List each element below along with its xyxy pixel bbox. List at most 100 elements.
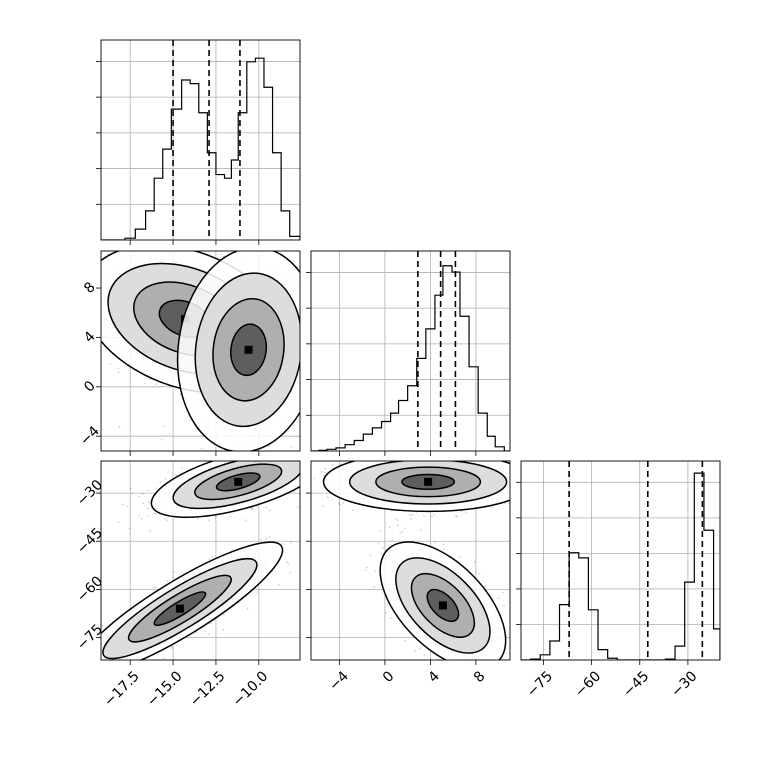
scatter-point [304, 529, 306, 531]
scatter-point [319, 290, 321, 292]
scatter-point [95, 251, 97, 253]
scatter-point [225, 456, 227, 458]
scatter-point [97, 329, 99, 331]
scatter-point [315, 393, 317, 395]
scatter-point [84, 264, 86, 266]
scatter-point [113, 668, 115, 670]
scatter-point [165, 519, 168, 522]
scatter-point [315, 325, 317, 327]
scatter-point [166, 580, 169, 582]
scatter-point [265, 457, 267, 459]
scatter-point [72, 648, 74, 650]
scatter-point [281, 453, 283, 455]
scatter-point [76, 266, 78, 268]
scatter-point [250, 228, 252, 230]
scatter-point [154, 383, 157, 386]
scatter-point [289, 572, 292, 574]
scatter-point [322, 375, 324, 377]
scatter-point [433, 514, 436, 516]
scatter-point [265, 235, 267, 237]
scatter-point [306, 471, 308, 473]
scatter-point [317, 524, 319, 526]
scatter-point [322, 453, 324, 455]
scatter-point [323, 339, 325, 341]
scatter-point [83, 263, 85, 265]
scatter-point [138, 514, 141, 517]
scatter-point [141, 517, 143, 520]
scatter-point [309, 461, 311, 463]
scatter-point [332, 288, 334, 290]
scatter-point [142, 493, 145, 495]
scatter-point [346, 452, 348, 454]
scatter-point [73, 300, 75, 302]
scatter-point [322, 464, 324, 466]
scatter-point [295, 456, 297, 458]
scatter-point [254, 233, 256, 235]
scatter-point [261, 456, 263, 458]
scatter-point [98, 302, 100, 304]
scatter-point [299, 455, 301, 457]
scatter-point [179, 393, 182, 396]
scatter-point [305, 276, 307, 278]
scatter-point [152, 586, 155, 589]
scatter-point [308, 442, 310, 444]
scatter-point [96, 354, 98, 356]
scatter-point [304, 300, 306, 302]
scatter-point [72, 675, 74, 677]
scatter-point [69, 679, 71, 681]
scatter-point [305, 284, 307, 286]
scatter-point [84, 278, 86, 280]
scatter-point [110, 663, 112, 665]
scatter-point [90, 653, 92, 655]
scatter-point [95, 312, 97, 314]
scatter-point [87, 259, 89, 261]
scatter-point [242, 458, 244, 460]
scatter-point [518, 490, 520, 492]
scatter-point [319, 462, 321, 464]
scatter-point [268, 458, 270, 460]
scatter-point [26, 714, 28, 716]
scatter-point [126, 505, 129, 508]
scatter-point [264, 454, 266, 456]
scatter-point [485, 447, 487, 449]
scatter-point [269, 456, 271, 458]
scatter-point [381, 458, 383, 460]
scatter-point [118, 425, 121, 428]
scatter-point [332, 340, 334, 342]
scatter-point [181, 466, 184, 469]
scatter-point [276, 451, 278, 453]
scatter-point [465, 511, 468, 514]
scatter-point [179, 243, 181, 245]
scatter-point [286, 443, 288, 445]
scatter-point [302, 463, 304, 465]
scatter-point [117, 521, 120, 524]
scatter-point [55, 674, 57, 676]
scatter-point [100, 661, 102, 663]
scatter-point [155, 487, 158, 489]
scatter-point [307, 478, 309, 480]
scatter-point [367, 424, 369, 426]
scatter-point [306, 457, 308, 459]
scatter-point [318, 468, 320, 470]
scatter-point [88, 313, 90, 315]
scatter-point [67, 688, 69, 690]
scatter-point [462, 457, 464, 459]
scatter-point [292, 424, 295, 426]
scatter-point [84, 680, 86, 682]
scatter-point [200, 447, 203, 450]
axes-frame [100, 460, 301, 661]
scatter-point [231, 459, 233, 461]
scatter-point [212, 555, 214, 558]
scatter-point [69, 697, 71, 699]
scatter-point [358, 458, 360, 460]
scatter-point [259, 458, 261, 460]
scatter-point [80, 671, 82, 673]
scatter-point [268, 535, 271, 538]
scatter-point [514, 463, 516, 465]
scatter-point [112, 662, 114, 664]
scatter-point [302, 392, 304, 394]
scatter-point [222, 628, 225, 631]
scatter-point [82, 668, 84, 670]
scatter-point [250, 508, 253, 511]
scatter-point [96, 671, 98, 673]
